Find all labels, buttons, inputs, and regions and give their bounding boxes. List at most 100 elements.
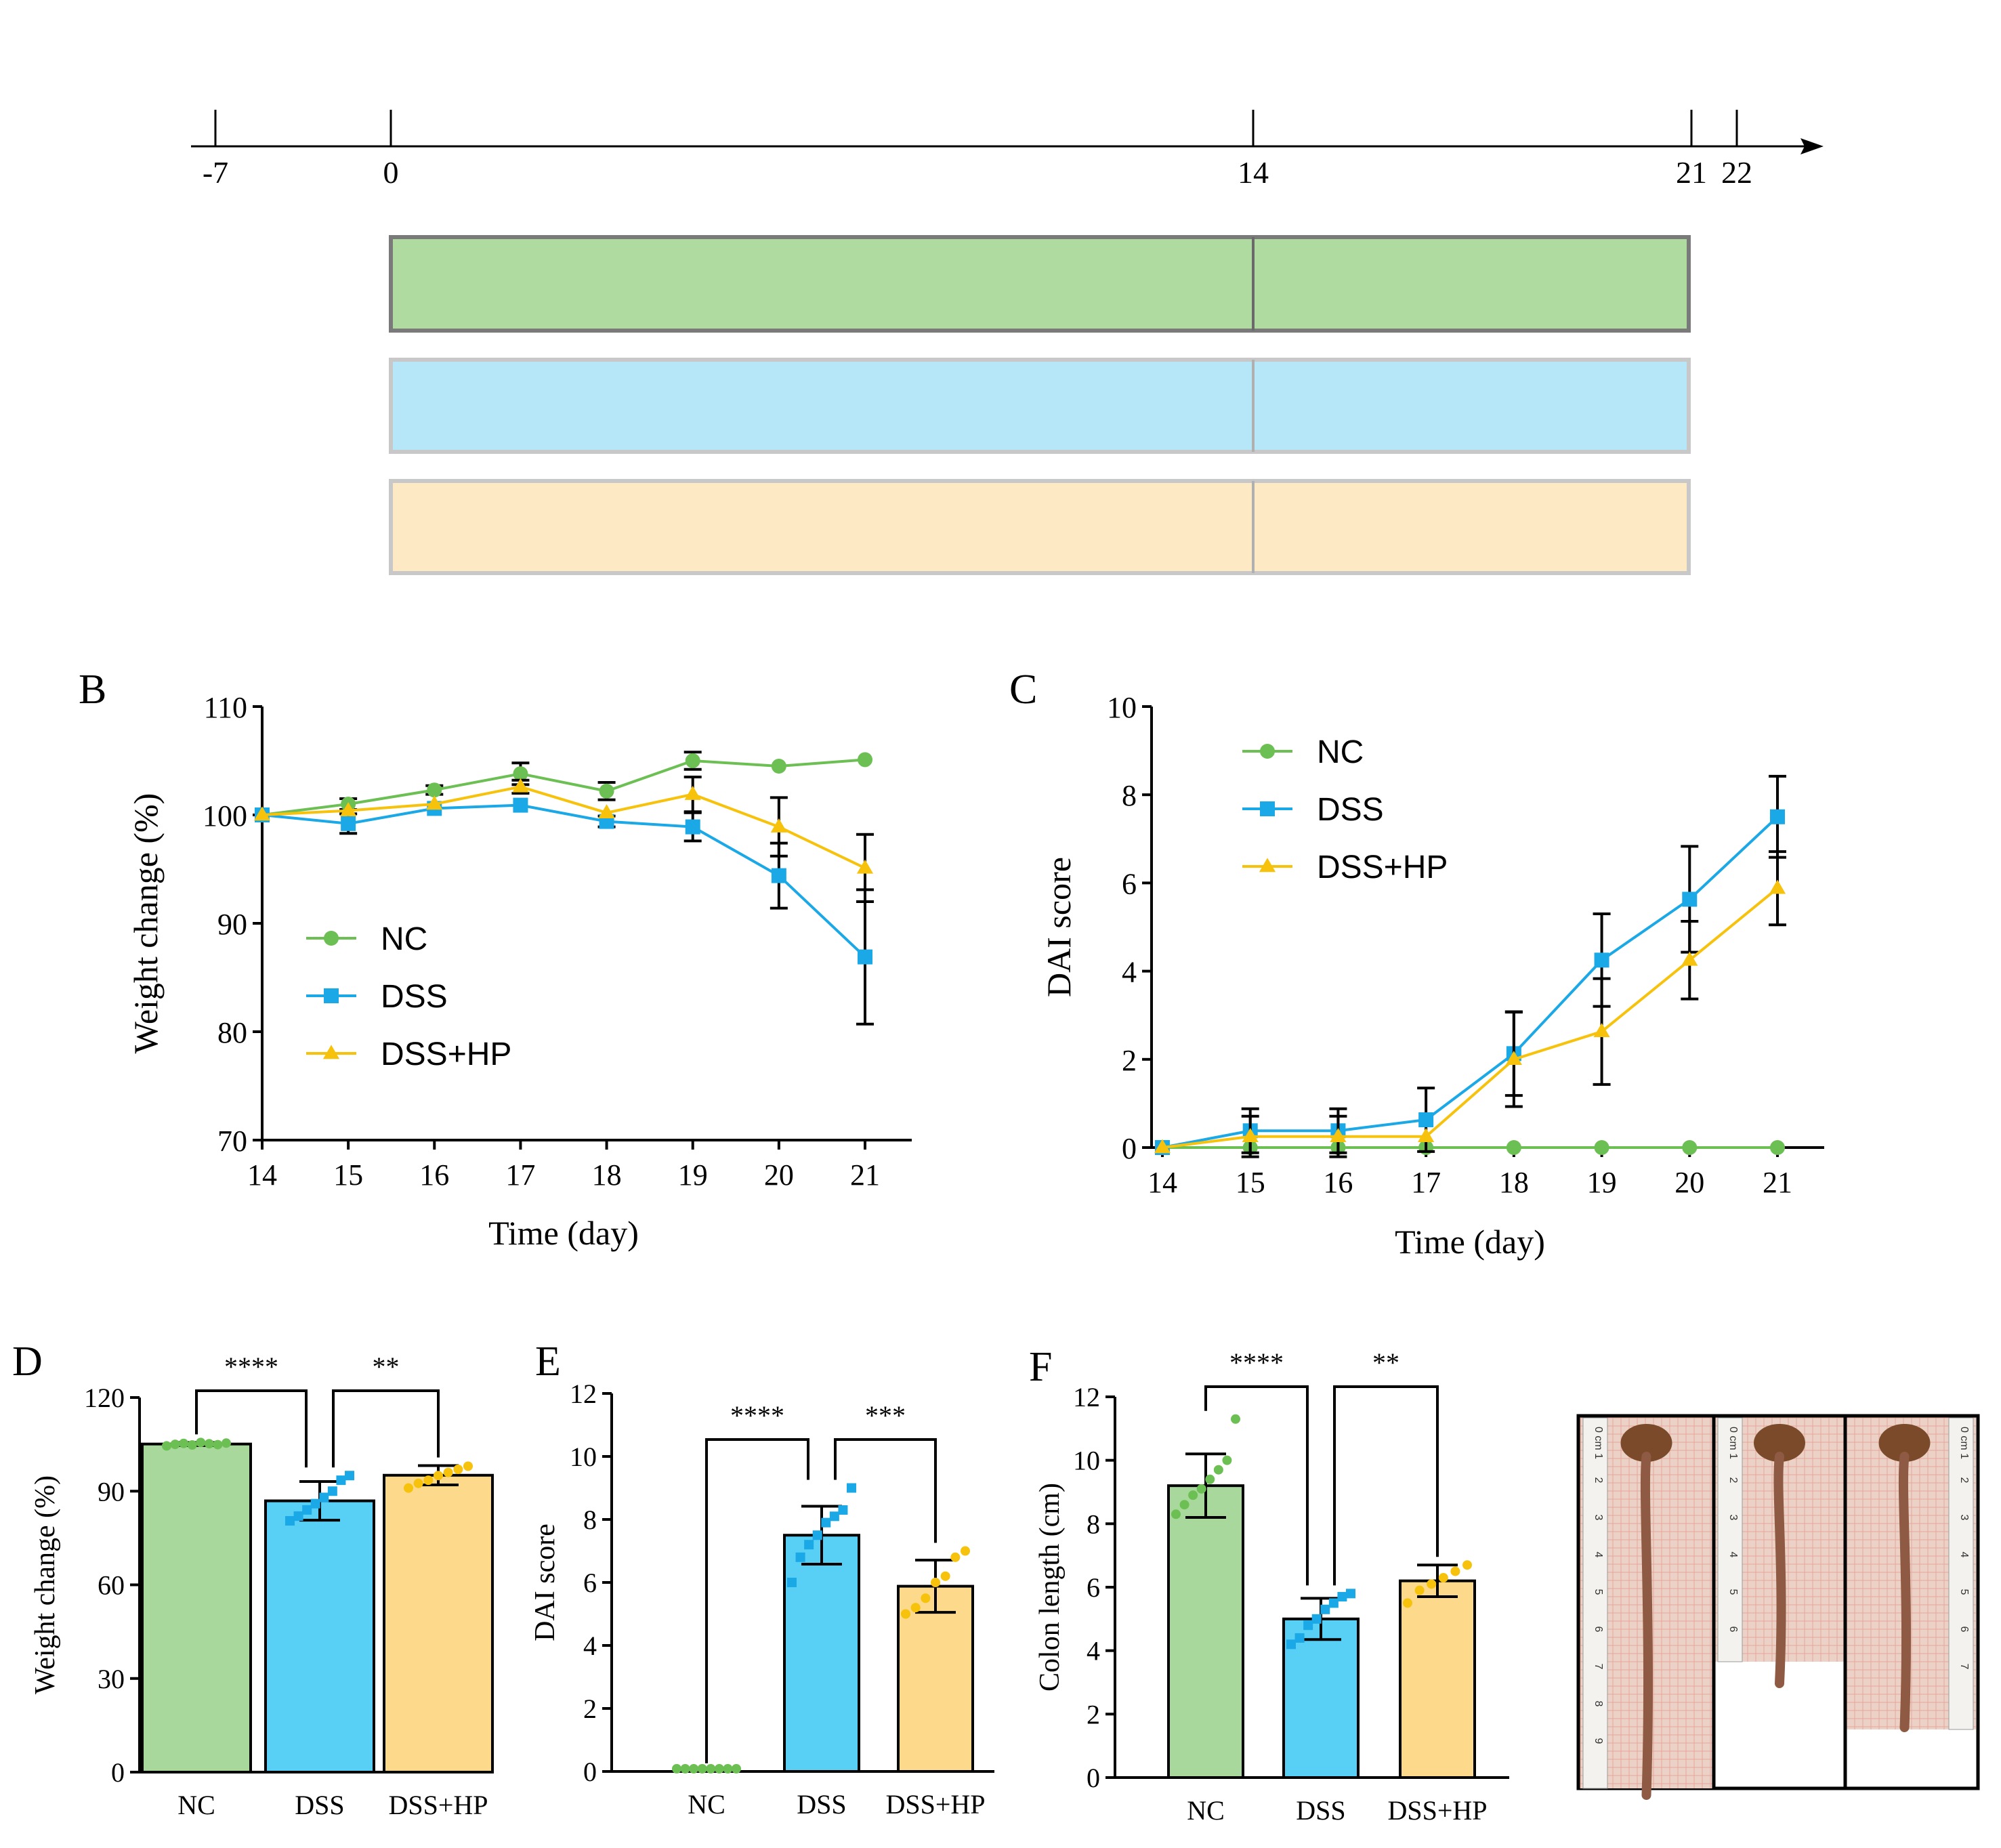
y-tick-label: 0 [1122, 1132, 1137, 1165]
data-dot [1403, 1598, 1412, 1608]
x-axis-label: Time (day) [1395, 1223, 1545, 1261]
data-point [340, 801, 357, 816]
x-tick-label: 14 [247, 1158, 277, 1192]
data-point [1682, 1140, 1698, 1155]
y-tick-label: 10 [1107, 691, 1137, 724]
significance-bracket [332, 1389, 440, 1468]
ruler-label: 3 [1727, 1515, 1739, 1521]
panel-letter: B [79, 667, 106, 713]
legend-marker [1260, 801, 1275, 816]
data-dot [1294, 1633, 1305, 1643]
bar-dss [264, 1499, 375, 1774]
series-line-dss [261, 803, 866, 959]
y-tick-label: 12 [570, 1379, 597, 1409]
data-point [427, 782, 442, 798]
ruler-label: 3 [1958, 1515, 1970, 1521]
legend-marker [1259, 858, 1276, 873]
y-tick-label: 8 [1087, 1509, 1100, 1539]
y-tick-label: 2 [1087, 1699, 1100, 1729]
data-dot [1311, 1614, 1322, 1624]
data-dot [1427, 1579, 1437, 1589]
panel-a: -7 0 14 21 22 [191, 110, 1824, 575]
data-dot [285, 1516, 295, 1526]
data-dot [901, 1609, 910, 1619]
data-point [1418, 1112, 1434, 1127]
y-tick-label: 4 [1087, 1636, 1100, 1666]
y-tick-label: 70 [217, 1125, 247, 1158]
group-row-dss [389, 358, 1691, 454]
data-point [253, 806, 271, 821]
y-tick-label: 0 [1087, 1763, 1100, 1793]
data-dot [1179, 1500, 1189, 1510]
colon-photos: 0 cm 1 2 3 4 5 6 7 8 9 0 cm 1 2 3 4 5 6 0 cm 1 2 3 4 5 6 7 [1580, 1416, 1976, 1800]
panel-c: C 0 2 4 6 8 10 14 15 16 17 18 19 20 21 Time (day) DAI sc… [1009, 667, 1824, 1261]
data-dot [795, 1552, 805, 1562]
data-point [1594, 952, 1609, 968]
data-dot [336, 1475, 346, 1486]
timeline-tick-label: -7 [203, 155, 228, 190]
bar-dss [783, 1534, 860, 1773]
y-tick-label: 0 [583, 1757, 597, 1787]
data-dot [680, 1764, 690, 1773]
y-tick-label: 90 [98, 1476, 125, 1507]
legend-marker [324, 988, 339, 1003]
timeline-tick-label: 14 [1238, 155, 1269, 190]
colon-tissue [1898, 1452, 1912, 1732]
y-tick-label: 2 [1122, 1044, 1137, 1077]
significance-stars: **** [1229, 1347, 1284, 1378]
data-point [858, 752, 872, 768]
series-line-dsshp [1162, 887, 1779, 1149]
ruler-label: 7 [1593, 1664, 1604, 1670]
ruler-label: 0 cm 1 [1727, 1427, 1739, 1459]
significance-bracket [705, 1438, 809, 1763]
x-tick-label: 20 [764, 1158, 794, 1192]
y-tick-label: 0 [111, 1757, 125, 1788]
data-dot [714, 1764, 724, 1773]
panel-letter: D [12, 1339, 43, 1385]
panel-letter: E [535, 1339, 561, 1385]
data-dot [1222, 1455, 1232, 1465]
panel-b: B 70 80 90 100 110 14 15 16 17 18 19 20 21 Time (day) W… [79, 667, 912, 1252]
timeline-tick-label: 0 [383, 155, 399, 190]
panel-letter: F [1029, 1344, 1052, 1390]
bar-nc [141, 1442, 252, 1773]
data-dot [327, 1486, 337, 1496]
ruler-label: 4 [1593, 1552, 1604, 1558]
data-point [512, 778, 529, 793]
panel-d: D 0 30 60 90 120 Weight change (%) NC DSS DSS+HP *… [12, 1339, 494, 1820]
data-point [858, 949, 872, 965]
ruler-label: 7 [1958, 1664, 1970, 1670]
timeline-tick-label: 22 [1721, 155, 1752, 190]
data-dot [1346, 1589, 1355, 1599]
data-point [1682, 891, 1698, 907]
data-dot [1337, 1592, 1347, 1602]
y-tick-label: 110 [204, 691, 247, 724]
data-point [1593, 1023, 1610, 1038]
series-line-dsshp [261, 785, 866, 870]
data-dot [950, 1552, 961, 1562]
data-dot [319, 1492, 329, 1503]
y-tick-label: 90 [217, 908, 247, 941]
y-tick-label: 2 [583, 1694, 597, 1724]
ruler-label: 2 [1958, 1477, 1970, 1484]
data-dot [821, 1517, 831, 1528]
cecum [1620, 1424, 1672, 1462]
category-label: NC [688, 1789, 725, 1820]
bar-dsshp [897, 1584, 974, 1773]
bar-dsshp [383, 1473, 494, 1774]
significance-stars: **** [224, 1351, 278, 1382]
category-label: DSS+HP [885, 1789, 985, 1820]
legend-label: DSS [1317, 792, 1384, 828]
data-dot [310, 1498, 320, 1509]
data-dot [1213, 1465, 1223, 1475]
x-tick-label: 19 [678, 1158, 708, 1192]
x-axis-label: Time (day) [488, 1214, 639, 1252]
category-label: DSS+HP [1387, 1795, 1487, 1826]
series-line-dss [1162, 816, 1779, 1149]
x-tick-label: 19 [1587, 1166, 1617, 1199]
ruler-label: 9 [1593, 1738, 1604, 1744]
data-dot [940, 1571, 950, 1581]
data-point [1770, 809, 1785, 824]
